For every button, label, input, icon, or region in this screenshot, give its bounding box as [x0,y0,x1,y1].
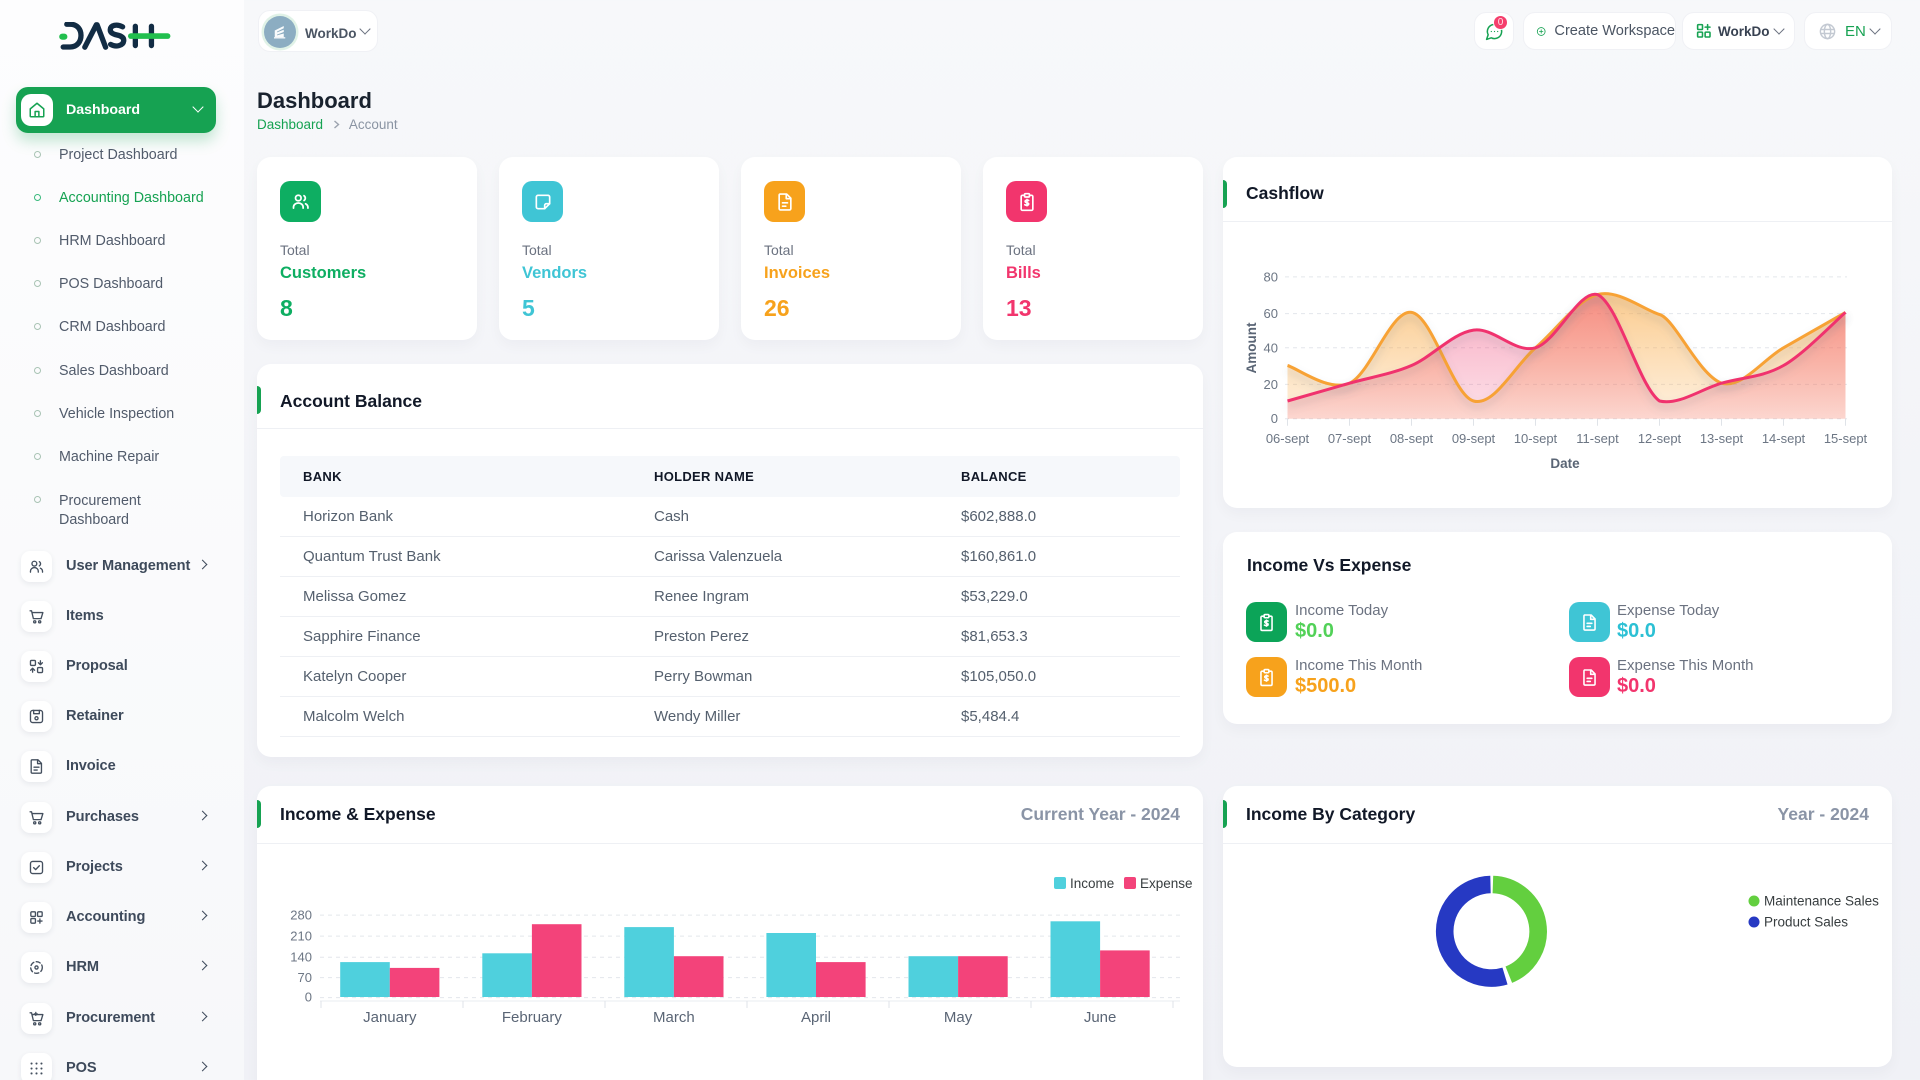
svg-text:280: 280 [290,908,312,923]
svg-text:40: 40 [1264,340,1278,355]
svg-text:07-sept: 07-sept [1328,431,1372,446]
svg-text:10-sept: 10-sept [1514,431,1558,446]
svg-text:March: March [653,1009,695,1026]
svg-text:08-sept: 08-sept [1390,431,1434,446]
svg-text:09-sept: 09-sept [1452,431,1496,446]
svg-text:14-sept: 14-sept [1762,431,1806,446]
svg-text:80: 80 [1264,269,1278,284]
svg-text:Product Sales: Product Sales [1764,915,1848,930]
svg-text:Expense: Expense [1140,876,1193,891]
svg-text:60: 60 [1264,306,1278,321]
svg-text:May: May [944,1009,973,1026]
svg-text:140: 140 [290,950,312,965]
svg-text:Maintenance Sales: Maintenance Sales [1764,894,1879,909]
svg-text:Income: Income [1070,876,1114,891]
svg-text:Amount: Amount [1244,322,1259,373]
svg-text:Date: Date [1550,456,1580,471]
svg-text:70: 70 [298,970,312,985]
svg-text:0: 0 [305,990,312,1005]
svg-text:11-sept: 11-sept [1576,431,1619,446]
svg-text:06-sept: 06-sept [1266,431,1310,446]
svg-text:February: February [502,1009,563,1026]
svg-text:210: 210 [290,929,312,944]
svg-text:13-sept: 13-sept [1700,431,1744,446]
svg-text:15-sept: 15-sept [1824,431,1868,446]
svg-text:April: April [801,1009,831,1026]
svg-text:January: January [363,1009,417,1026]
svg-text:June: June [1084,1009,1117,1026]
svg-text:12-sept: 12-sept [1638,431,1682,446]
svg-text:0: 0 [1271,411,1278,426]
svg-text:20: 20 [1264,377,1278,392]
